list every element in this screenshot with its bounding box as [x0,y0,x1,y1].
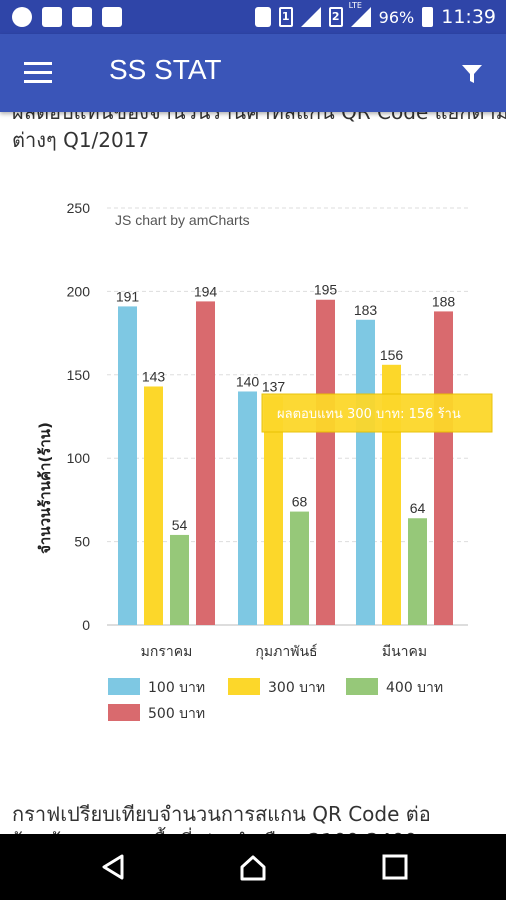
bar-0-2[interactable] [356,319,375,625]
data-label: 156 [380,347,404,363]
legend-label[interactable]: 300 บาท [268,680,325,696]
legend-swatch[interactable] [108,704,140,721]
y-tick-label: 250 [67,200,91,216]
data-label: 143 [142,368,166,384]
sim1-badge: 1 [278,7,293,27]
bar-0-0[interactable] [118,306,137,625]
mail-icon [42,7,62,27]
bar-1-1[interactable] [264,396,283,625]
y-tick-label: 150 [67,367,91,383]
y-tick-label: 0 [82,617,90,633]
chart-tooltip: ผลตอบแทน 300 บาท: 156 ร้าน [261,393,493,433]
nav-bar [0,834,506,900]
legend-swatch[interactable] [228,678,260,695]
x-category-label: กุมภาพันธ์ [255,643,317,660]
back-icon[interactable] [98,852,128,882]
heading-partial: ผลตอบแทนของจำนวนร้านค้าที่สแกน QR Code แ… [12,112,506,124]
lte-signal-icon [350,7,371,27]
bar-3-0[interactable] [196,301,215,625]
bar-0-1[interactable] [238,391,257,625]
clock: 11:39 [441,6,496,28]
x-category-label: มกราคม [141,644,193,660]
data-label: 194 [194,283,218,299]
sim2-badge: 2 [328,7,343,27]
app-bar: SS STAT [0,34,506,112]
y-axis-label: จำนวนร้านค้า(ร้าน) [36,422,54,554]
play-store-icon [102,7,122,27]
bar-3-2[interactable] [434,311,453,625]
x-category-label: มีนาคม [382,644,427,660]
bar-2-2[interactable] [408,518,427,625]
legend-label[interactable]: 100 บาท [148,680,205,696]
status-bar: 1 2 LTE 96% 11:39 [0,0,506,34]
legend-label[interactable]: 400 บาท [386,680,443,696]
bar-2-0[interactable] [170,534,189,625]
line-app-icon [12,7,32,27]
data-label: 140 [236,373,260,389]
data-label: 191 [116,288,140,304]
home-icon[interactable] [238,852,268,882]
content-scroll[interactable]: ผลตอบแทนของจำนวนร้านค้าที่สแกน QR Code แ… [0,112,506,834]
signal-icon [300,7,321,27]
data-label: 188 [432,293,456,309]
data-label: 195 [314,282,338,298]
recents-icon[interactable] [380,852,410,882]
data-label: 183 [354,302,378,318]
battery-percent: 96% [378,7,415,27]
filter-icon[interactable] [460,62,484,86]
legend-swatch[interactable] [346,678,378,695]
app-title: SS STAT [109,54,222,85]
chart-heading: ต่างๆ Q1/2017 [12,128,150,152]
legend-swatch[interactable] [108,678,140,695]
bar-chart[interactable]: 0 50 100 150 200 250 JS chart by amCharts จำน… [0,192,506,752]
menu-icon[interactable] [24,62,52,84]
vibrate-icon [254,7,271,27]
network-type: LTE [348,1,362,10]
y-tick-label: 50 [74,534,90,550]
data-label: 68 [292,494,308,510]
y-tick-label: 200 [67,283,91,299]
bar-1-0[interactable] [144,386,163,625]
image-icon [72,7,92,27]
tooltip-text: ผลตอบแทน 300 บาท: 156 ร้าน [277,407,461,422]
paragraph-line-1: กราฟเปรียบเทียบจำนวนการสแกน QR Code ต่อ [12,802,431,826]
bar-2-1[interactable] [290,511,309,625]
bar-3-1[interactable] [316,299,335,625]
legend-label[interactable]: 500 บาท [148,706,205,722]
data-label: 64 [410,500,426,516]
data-label: 137 [262,378,286,394]
y-tick-label: 100 [67,450,91,466]
data-label: 54 [172,517,188,533]
chart-credit[interactable]: JS chart by amCharts [115,212,250,228]
paragraph-line-2: ร้านค้า แยกตามพื้นที่ ประจำเดือน 2100-24… [12,825,444,834]
battery-icon [422,7,434,27]
